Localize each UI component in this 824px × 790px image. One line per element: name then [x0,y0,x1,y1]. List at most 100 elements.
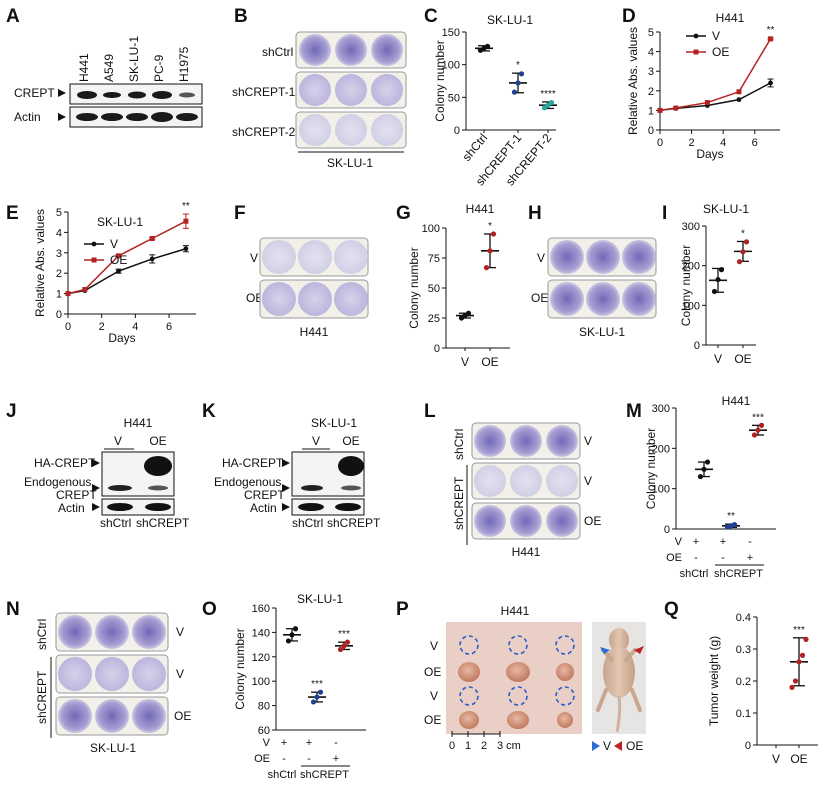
x-tick-label: OE [734,352,751,366]
well [371,34,403,66]
band-ha [338,456,364,476]
crept-bands [77,91,195,99]
band-endo [148,485,168,491]
panel-label-g: G [396,203,411,224]
data-point [673,105,679,111]
well [58,657,92,691]
y-tick-label: 0 [745,740,751,752]
row-label: V [430,639,438,653]
well [371,74,403,106]
row-label: OE [174,709,191,723]
panel-label-k: K [202,401,216,422]
y-tick-label: 4 [56,227,62,239]
well [510,505,542,537]
data-point [768,36,774,42]
well [510,465,542,497]
panel-label-j: J [6,401,17,422]
data-point [792,678,799,684]
well [132,615,166,649]
panel-title: H441 [501,604,530,618]
y-tick-label: 150 [442,27,460,39]
mouse-icon [596,628,642,733]
significance-label: ** [182,201,190,212]
x-tick-label: 2 [99,321,105,333]
panel-label-n: N [6,599,20,620]
well [586,240,620,274]
cell-line-label: SK-LU-1 [327,156,373,170]
x-tick-label: 6 [166,321,172,333]
data-point [715,276,721,283]
well [546,505,578,537]
data-point [768,80,773,86]
significance-label: *** [311,679,323,690]
group-label: shCtrl [268,769,297,781]
panel-label-d: D [622,6,636,27]
panel-label-c: C [424,6,438,27]
band-actin [107,503,133,511]
data-point [701,466,707,472]
row-label: Actin [250,501,277,515]
panel-label-e: E [6,203,19,224]
significance-label: **** [540,89,556,100]
y-tick-label: 200 [652,443,670,455]
data-point [65,291,71,297]
actin-bands [76,112,198,122]
x-tick-label: 0 [657,137,663,149]
panel-l: L shCtrl shCREPT V V OE H441 [424,401,601,559]
well [510,425,542,457]
data-point [149,236,155,242]
panel-label-q: Q [664,599,679,620]
well [298,282,332,316]
arrow-icon [92,484,100,492]
data-point [341,643,347,649]
well [95,699,129,733]
design-label: OE [666,552,682,564]
y-tick-label: 5 [648,27,654,39]
row-label: shCREPT-2 [232,125,296,139]
well [550,282,584,316]
design-value: - [748,536,752,548]
row-label: OE [424,713,441,727]
legend-marker [693,33,699,39]
data-point [799,652,806,659]
design-label: V [675,536,683,548]
well [132,699,166,733]
row-label: OE [584,514,601,528]
y-tick-label: 160 [252,603,270,615]
row-label-crept: CREPT [14,86,55,100]
well [299,34,331,66]
data-point [657,107,663,113]
data-point [515,80,521,86]
data-point [751,432,758,438]
legend-label: OE [110,253,127,267]
row-label: Endogenous [214,475,281,489]
lane-label-v: V [312,434,320,448]
arrow-icon [92,459,100,467]
y-axis-label: Colony number [433,40,447,121]
y-tick-label: 3 [648,66,654,78]
lane-label: SK-LU-1 [127,36,141,82]
well [95,657,129,691]
panel-d: D 0 1 2 3 4 5 0 2 4 6 Days Relative Abs. values H441… [622,6,780,161]
design-value: + [333,753,339,765]
y-tick-label: 0.1 [736,708,751,720]
legend-arrow-blue-icon [592,741,600,751]
panel-k: K SK-LU-1 V OE HA-CREPT Endogenous CREPT… [202,401,381,530]
well [550,240,584,274]
y-tick-label: 0 [664,524,670,536]
data-point [755,427,761,433]
x-tick-label: OE [481,355,498,369]
band-actin [335,503,361,511]
y-tick-label: 0 [694,340,700,352]
data-point [736,89,742,95]
panel-label-f: F [234,203,246,224]
y-tick-label: 1 [56,289,62,301]
well [58,615,92,649]
design-value: - [282,753,286,765]
data-point [796,659,802,665]
y-tick-label: 0 [454,125,460,137]
y-tick-label: 1 [648,105,654,117]
legend-label-v: V [603,739,611,753]
scale-label: 1 [465,740,471,752]
